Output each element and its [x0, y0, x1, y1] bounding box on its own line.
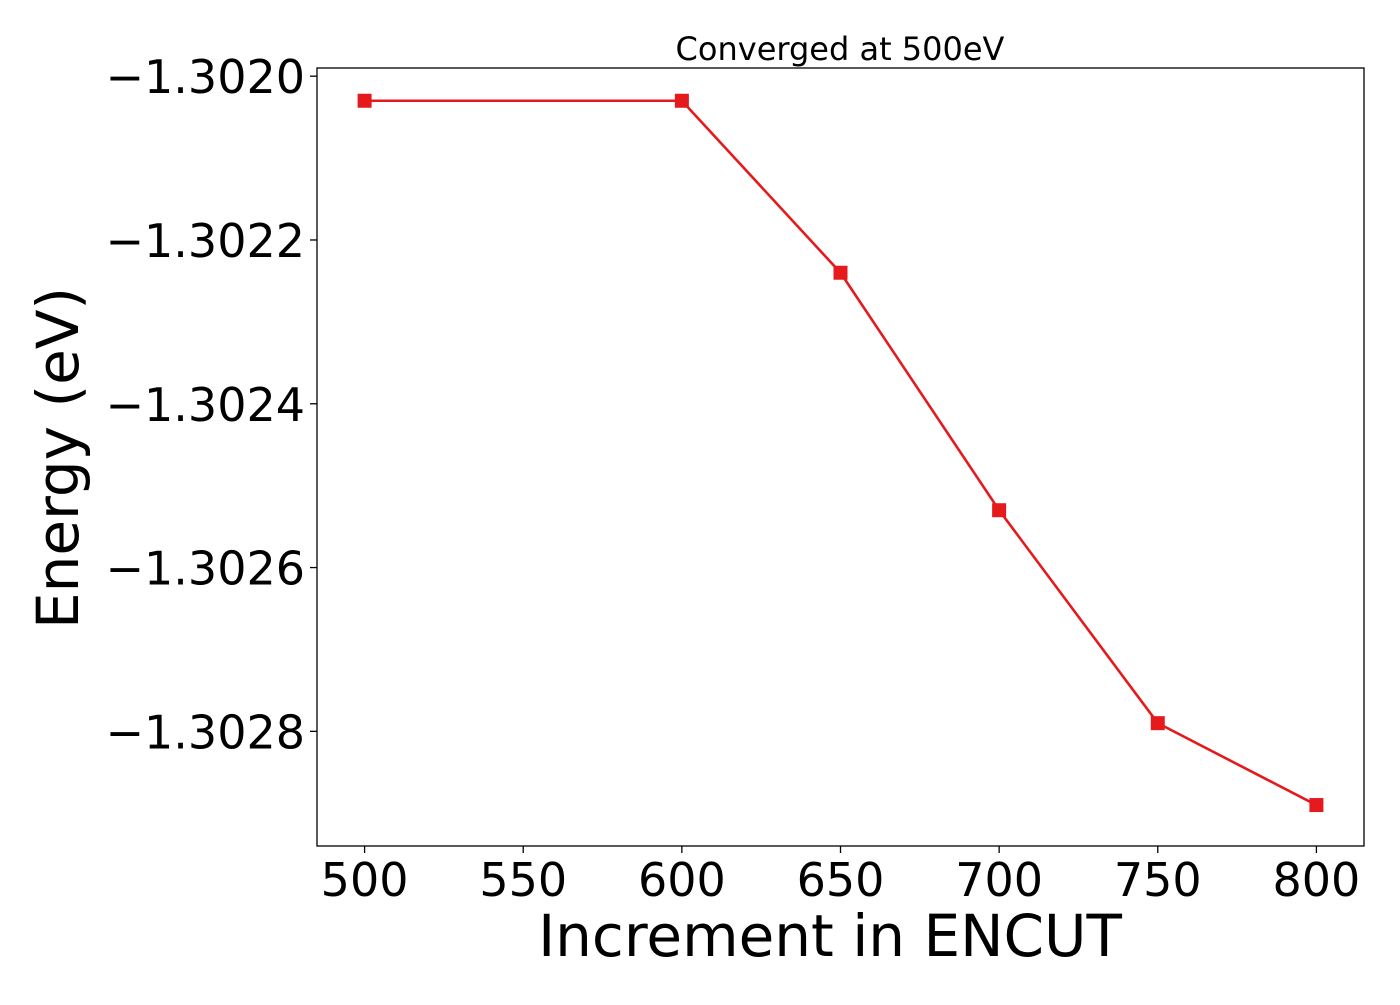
x-tick-label: 650: [797, 853, 885, 907]
data-point-marker: [992, 503, 1007, 518]
chart-title: Converged at 500eV: [676, 30, 1005, 68]
y-axis-title: Energy (eV): [24, 287, 92, 629]
y-axis-ticks: −1.3028 −1.3026 −1.3024 −1.3022 −1.3020: [106, 50, 317, 759]
x-tick-label: 550: [479, 853, 567, 907]
series-layer: [357, 93, 1324, 813]
data-point-marker: [357, 93, 372, 108]
x-tick-label: 800: [1273, 853, 1361, 907]
data-point-marker: [1309, 798, 1324, 813]
data-point-marker: [833, 265, 848, 280]
y-tick-label: −1.3026: [106, 542, 306, 596]
y-tick-label: −1.3028: [106, 705, 306, 759]
x-tick-label: 750: [1114, 853, 1202, 907]
series-line: [364, 99, 1318, 807]
y-tick-label: −1.3020: [106, 50, 306, 104]
x-tick-label: 500: [321, 853, 409, 907]
data-point-marker: [674, 93, 689, 108]
plot-frame: [316, 67, 1365, 847]
x-tick-label: 600: [638, 853, 726, 907]
y-tick-label: −1.3022: [106, 214, 306, 268]
x-axis-ticks: 500 550 600 650 700 750 800: [321, 846, 1361, 907]
y-tick-label: −1.3024: [106, 378, 306, 432]
x-axis-title: Increment in ENCUT: [538, 902, 1122, 970]
x-tick-label: 700: [955, 853, 1043, 907]
data-point-marker: [1150, 716, 1165, 731]
